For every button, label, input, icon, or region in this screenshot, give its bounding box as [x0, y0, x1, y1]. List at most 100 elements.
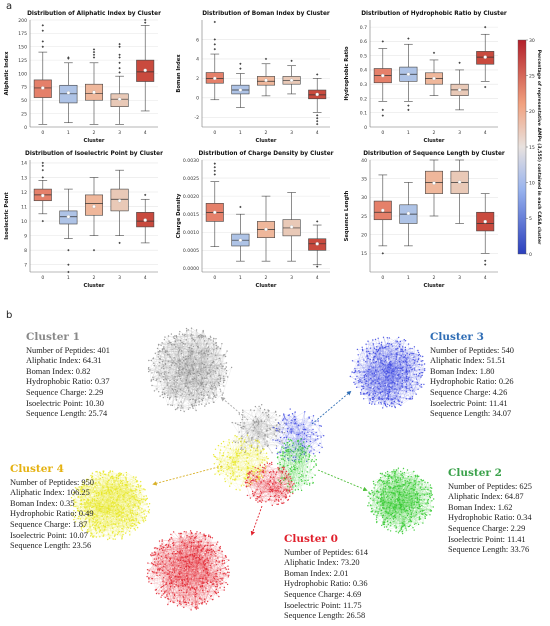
box-cluster-2	[84, 48, 104, 125]
cluster-2-line: Isoelectric Point: 11.41	[448, 534, 526, 544]
cluster-3-line: Isoelectric Point: 11.41	[430, 398, 508, 408]
mean-marker	[315, 242, 319, 246]
cluster-3-line: Hydrophobic Ratio: 0.26	[430, 377, 514, 387]
box-cluster-4	[308, 73, 327, 126]
outlier-point	[144, 18, 147, 22]
y-tick-label: 0.0020	[183, 194, 199, 200]
y-tick-label: 0.1	[360, 111, 367, 117]
y-tick-label: 8	[24, 248, 27, 254]
outlier-point	[213, 47, 216, 51]
y-axis-label: Hydrophobic Ratio	[344, 46, 350, 101]
panel-label-a: a	[6, 1, 13, 12]
cluster-2-line: Boman Index: 1.62	[448, 502, 513, 512]
y-tick-label: 0.0015	[183, 212, 199, 218]
outlier-point	[118, 56, 121, 59]
plot-title: Distribution of Aliphatic Index by Clust…	[27, 11, 161, 17]
outlier-point	[432, 51, 436, 55]
x-tick-label: 3	[290, 130, 293, 136]
y-tick-label: 10	[21, 219, 27, 225]
outlier-point	[92, 50, 96, 54]
y-tick-label: 0.0005	[183, 248, 199, 254]
box-cluster-0	[33, 161, 52, 223]
x-tick-label: 1	[407, 130, 410, 136]
arrow-to-cluster-4	[152, 465, 223, 486]
x-tick-label: 1	[239, 275, 242, 281]
outlier-point	[239, 67, 242, 70]
cluster-3-line: Boman Index: 1.80	[430, 366, 495, 376]
y-tick-label: 12	[21, 190, 27, 196]
x-tick-label: 3	[118, 130, 121, 136]
y-tick-label: 0.7	[360, 25, 367, 31]
network-cluster-4	[70, 470, 151, 541]
outlier-point	[67, 56, 70, 59]
y-axis-label: Aliphatic Index	[4, 51, 10, 95]
arrow-to-cluster-3	[311, 390, 352, 425]
x-tick-label: 2	[93, 130, 96, 136]
outlier-point	[92, 56, 96, 59]
outlier-point	[484, 25, 487, 29]
outlier-point	[67, 263, 70, 266]
y-tick-label: 150	[18, 45, 27, 51]
y-tick-label: 0	[364, 125, 367, 131]
outlier-point	[213, 38, 216, 41]
outlier-point	[41, 164, 44, 168]
mean-marker	[264, 227, 268, 232]
mean-marker	[381, 208, 385, 213]
cluster-3-line: Sequence Length: 34.07	[430, 409, 512, 419]
colorbar-tick-label: 5	[529, 216, 532, 222]
mean-marker	[406, 72, 411, 76]
cluster-3-line: Aliphatic Index: 51.51	[430, 356, 506, 366]
mean-marker	[315, 92, 319, 97]
network-nodes	[70, 470, 151, 541]
y-tick-label: 11	[21, 204, 27, 210]
box-cluster-0	[205, 20, 224, 101]
box-cluster-1	[59, 188, 78, 274]
box-cluster-2	[84, 177, 104, 252]
box-cluster-3	[110, 169, 129, 245]
y-tick-label: 25	[21, 111, 27, 117]
x-tick-label: 1	[407, 275, 410, 281]
colorbar-tick-label: 10	[529, 180, 535, 186]
y-tick-label: 4	[196, 57, 199, 63]
cluster-1-line: Hydrophobic Ratio: 0.37	[26, 377, 110, 387]
outlier-point	[41, 168, 44, 172]
outlier-point	[41, 45, 44, 48]
y-tick-label: 0	[196, 96, 199, 102]
outlier-point	[144, 193, 147, 197]
x-tick-label: 4	[484, 275, 487, 281]
network-nodes	[244, 461, 295, 507]
network-cluster-3	[349, 336, 426, 409]
outlier-point	[316, 122, 319, 126]
x-tick-label: 0	[381, 130, 384, 136]
colorbar-label: Percentage of representative AMPs (3,555…	[536, 50, 542, 245]
center-green	[276, 438, 317, 494]
y-tick-label: 30	[361, 195, 367, 201]
outlier-point	[41, 161, 44, 165]
outlier-point	[92, 248, 96, 252]
box-cluster-2	[256, 57, 276, 97]
cluster-1-line: Sequence Charge: 2.29	[26, 387, 104, 397]
box-cluster-3	[110, 42, 129, 125]
mean-marker	[457, 180, 462, 184]
box-cluster-4	[136, 193, 155, 244]
x-tick-label: 3	[118, 275, 121, 281]
panel-b-network	[70, 327, 435, 611]
y-axis-label: Isoelectric Point	[4, 192, 10, 240]
arrow-to-cluster-2	[317, 469, 368, 492]
outlier-point	[316, 114, 319, 117]
arrow-to-cluster-1	[220, 396, 249, 421]
mean-marker	[381, 73, 385, 78]
mean-marker	[264, 78, 268, 83]
x-tick-label: 0	[41, 275, 44, 281]
cluster-4-line: Sequence Charge: 1.87	[10, 519, 88, 529]
cluster-4-line: Number of Peptides: 950	[10, 477, 94, 487]
network-cluster-1	[147, 327, 233, 413]
boxplot-5: 0.0000 0.0005 0.0010 0.0015 0.0020 0.0025 0.00…	[176, 151, 334, 289]
cluster-0-line: Isoelectric Point: 11.75	[284, 600, 362, 610]
network-nodes	[272, 408, 325, 463]
cluster-0-line: Hydrophobic Ratio: 0.36	[284, 579, 368, 589]
cluster-0-line: Boman Index: 2.01	[284, 568, 349, 578]
box-cluster-4	[308, 220, 327, 268]
x-tick-label: 4	[144, 130, 147, 136]
